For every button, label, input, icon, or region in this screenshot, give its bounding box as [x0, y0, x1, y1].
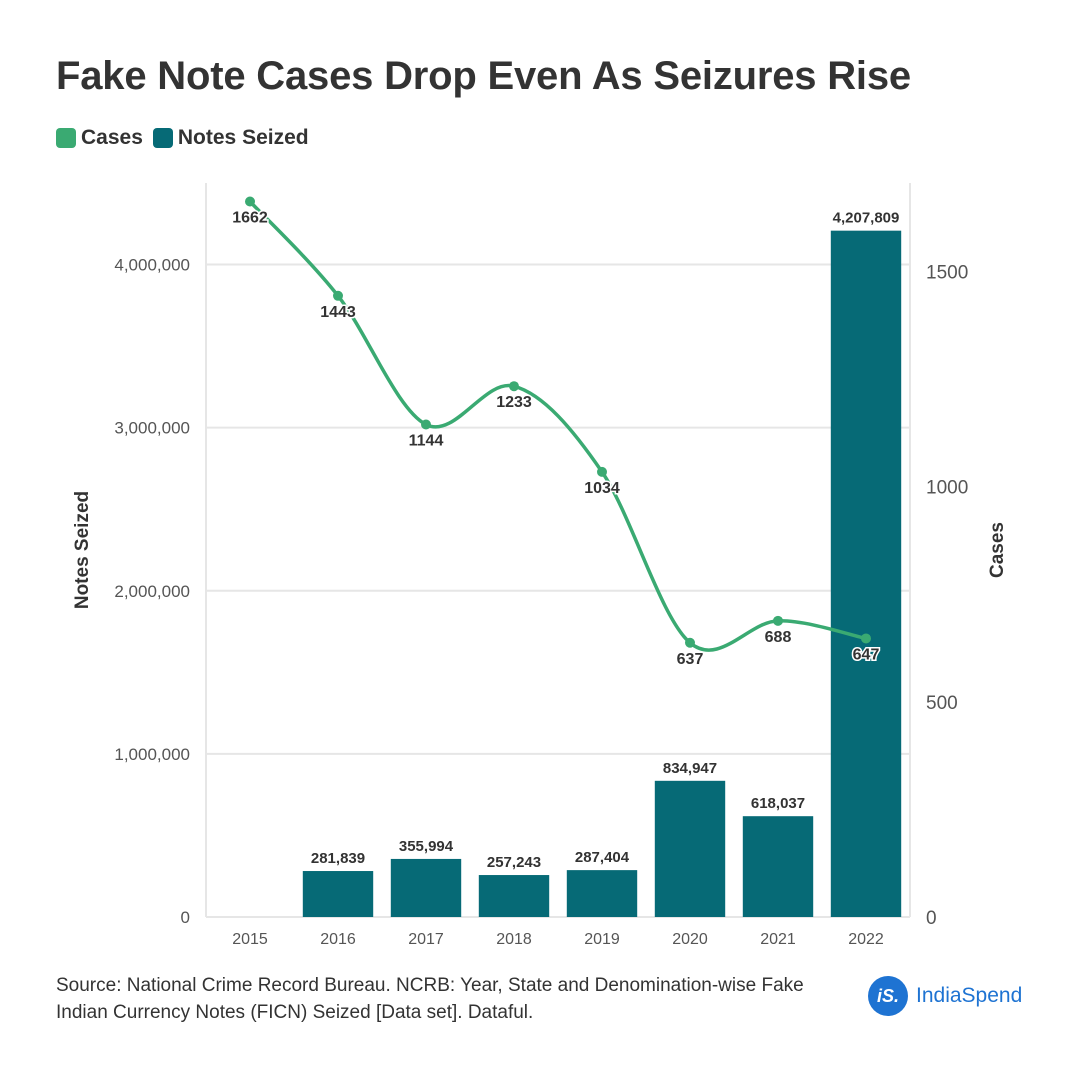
bar-notes-seized: [654, 780, 726, 917]
y-right-axis-title: Cases: [987, 522, 1008, 578]
point-cases: [421, 419, 431, 430]
y-right-tick-label: 1500: [926, 262, 968, 283]
y-right-tick-label: 1000: [926, 478, 968, 499]
bar-data-label: 355,994: [399, 838, 454, 855]
bar-notes-seized: [478, 875, 550, 917]
point-cases: [333, 290, 343, 301]
legend-label-cases: Cases: [81, 126, 143, 149]
legend-swatch-cases: [56, 128, 76, 148]
line-data-label: 1233: [496, 394, 532, 411]
bar-notes-seized: [390, 858, 462, 917]
bar-data-label: 287,404: [575, 849, 630, 866]
y-left-tick-label: 4,000,000: [114, 256, 190, 275]
line-cases: [248, 200, 867, 652]
y-right-tick-label: 500: [926, 693, 958, 714]
bar-notes-seized: [742, 816, 814, 917]
x-tick-label: 2015: [232, 931, 268, 948]
brand-logo[interactable]: iS. IndiaSpend: [868, 976, 1022, 1016]
brand-name: IndiaSpend: [916, 984, 1023, 1007]
line-data-label: 1662: [232, 210, 268, 227]
bar-data-label: 257,243: [487, 854, 541, 871]
legend: Cases Notes Seized: [56, 126, 309, 150]
bar-notes-seized: [302, 871, 374, 917]
point-cases: [861, 633, 871, 644]
chart-title: Fake Note Cases Drop Even As Seizures Ri…: [56, 54, 911, 98]
x-tick-label: 2021: [760, 931, 796, 948]
point-cases: [597, 466, 607, 477]
x-tick-label: 2017: [408, 931, 444, 948]
x-tick-label: 2019: [584, 931, 620, 948]
y-right-tick-label: 0: [926, 908, 937, 929]
y-left-axis-title: Notes Seized: [72, 491, 93, 609]
line-data-label: 1144: [409, 433, 444, 450]
y-left-tick-label: 3,000,000: [114, 419, 190, 438]
bar-notes-seized: [830, 230, 902, 917]
point-cases: [509, 381, 519, 392]
y-left-tick-label: 2,000,000: [114, 582, 190, 601]
source-note: Source: National Crime Record Bureau. NC…: [56, 975, 804, 1023]
bar-notes-seized: [566, 870, 638, 917]
line-data-label: 647: [853, 646, 880, 663]
point-cases: [245, 196, 255, 207]
line-data-label: 688: [765, 629, 792, 646]
x-tick-label: 2018: [496, 931, 532, 948]
legend-item-cases[interactable]: Cases: [56, 126, 143, 150]
x-tick-label: 2016: [320, 931, 356, 948]
y-left-tick-label: 1,000,000: [114, 745, 190, 764]
y-left-tick-label: 0: [181, 908, 190, 927]
legend-label-notes-seized: Notes Seized: [177, 126, 309, 149]
legend-swatch-notes-seized: [152, 128, 173, 148]
line-data-label: 1034: [584, 480, 620, 497]
point-cases: [773, 615, 783, 626]
indiaspend-logo-icon: iS.: [868, 976, 908, 1016]
bar-data-label: 4,207,809: [833, 210, 900, 227]
line-data-label: 1443: [320, 304, 356, 321]
x-tick-label: 2022: [848, 931, 884, 948]
line-data-label: 637: [677, 651, 704, 668]
bar-data-label: 618,037: [751, 795, 805, 812]
x-tick-label: 2020: [672, 931, 708, 948]
legend-item-notes-seized[interactable]: Notes Seized: [152, 126, 309, 150]
bar-data-label: 834,947: [663, 760, 717, 777]
point-cases: [685, 637, 695, 648]
bar-data-label: 281,839: [311, 850, 365, 867]
